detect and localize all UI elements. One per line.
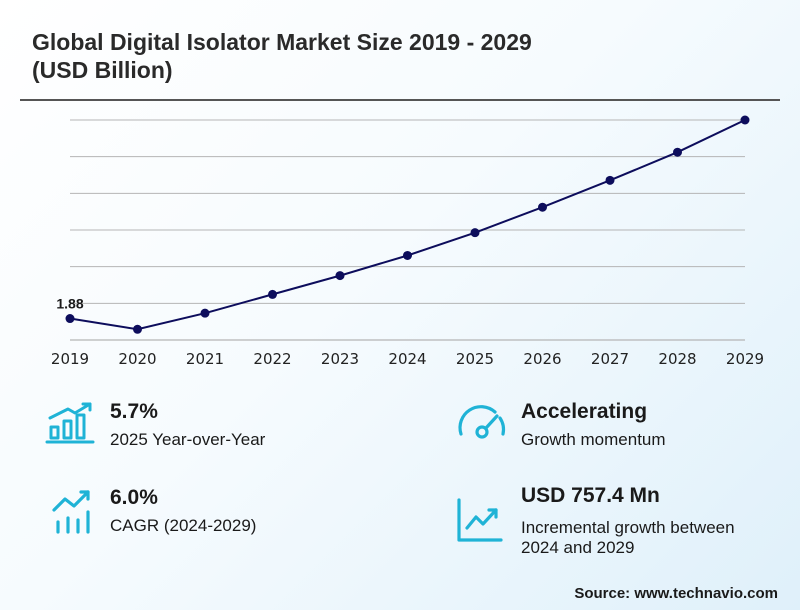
kpi-cagr-label: CAGR (2024-2029) <box>110 516 257 535</box>
kpi-incremental-label: Incremental growth between 2024 and 2029 <box>521 518 735 557</box>
data-point-2028 <box>673 147 682 157</box>
data-point-2022 <box>268 289 277 299</box>
kpi-cagr: 6.0% CAGR (2024-2029) <box>110 486 256 536</box>
kpi-incremental: USD 757.4 Mn Incremental growth between … <box>521 484 771 558</box>
data-label-2019: 1.88 <box>56 296 83 312</box>
x-tick-label-2027: 2027 <box>591 350 629 368</box>
kpi-yoy-label: 2025 Year-over-Year <box>110 430 266 449</box>
line-chart: 2019 2020 2021 2022 2023 2024 2025 2026 2027 2028… <box>51 115 764 368</box>
x-tick-label-2024: 2024 <box>388 350 426 368</box>
x-tick-label-2026: 2026 <box>523 350 561 368</box>
data-point-2023 <box>335 271 345 281</box>
kpi-momentum: Accelerating Growth momentum <box>521 400 666 450</box>
line-growth-icon <box>457 498 503 542</box>
data-point-2025 <box>470 228 480 238</box>
kpi-momentum-value: Accelerating <box>521 400 648 423</box>
x-tick-label-2028: 2028 <box>658 350 696 368</box>
chart-title: Global Digital Isolator Market Size 2019… <box>32 29 532 83</box>
x-tick-label-2029: 2029 <box>726 350 764 368</box>
kpi-yoy-value: 5.7% <box>110 400 158 423</box>
kpi-incremental-value: USD 757.4 Mn <box>521 484 660 507</box>
bar-growth-icon <box>45 402 95 444</box>
kpi-yoy: 5.7% 2025 Year-over-Year <box>110 400 265 450</box>
x-tick-label-2023: 2023 <box>321 350 359 368</box>
kpi-cagr-value: 6.0% <box>110 486 158 509</box>
x-tick-label-2020: 2020 <box>118 350 156 368</box>
x-tick-label-2019: 2019 <box>51 350 89 368</box>
speedometer-icon <box>458 405 506 439</box>
data-point-2020 <box>133 324 142 334</box>
source-credit: Source: www.technavio.com <box>574 585 778 602</box>
data-point-2024 <box>403 250 412 260</box>
series-line <box>69 119 746 331</box>
data-point-2019 <box>65 314 75 324</box>
trend-bars-icon <box>52 490 90 534</box>
data-point-2027 <box>605 175 615 185</box>
x-tick-label-2022: 2022 <box>253 350 291 368</box>
title-divider <box>20 99 780 101</box>
x-tick-label-2025: 2025 <box>456 350 494 368</box>
data-point-2026 <box>538 202 547 212</box>
data-point-2021 <box>200 308 210 318</box>
data-point-2029 <box>740 115 750 125</box>
kpi-momentum-label: Growth momentum <box>521 430 666 449</box>
x-tick-label-2021: 2021 <box>186 350 224 368</box>
